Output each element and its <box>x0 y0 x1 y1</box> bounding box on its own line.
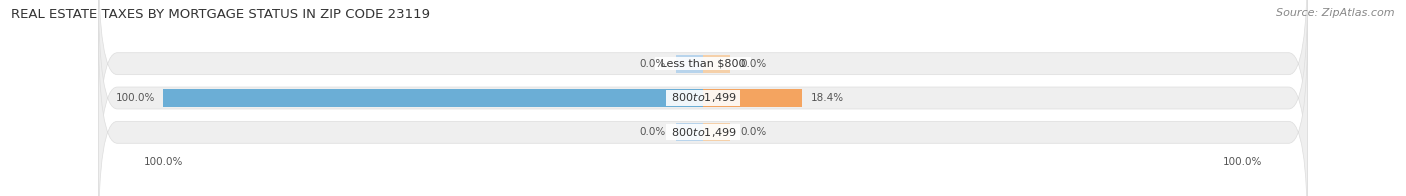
Text: 0.0%: 0.0% <box>638 59 665 69</box>
Text: 18.4%: 18.4% <box>810 93 844 103</box>
FancyBboxPatch shape <box>98 0 1308 196</box>
Text: 0.0%: 0.0% <box>741 127 768 137</box>
Text: Less than $800: Less than $800 <box>657 59 749 69</box>
Bar <box>703 123 730 141</box>
FancyBboxPatch shape <box>98 0 1308 173</box>
Text: $800 to $1,499: $800 to $1,499 <box>668 92 738 104</box>
Bar <box>703 89 803 107</box>
FancyBboxPatch shape <box>98 23 1308 196</box>
Text: 0.0%: 0.0% <box>741 59 768 69</box>
Text: Source: ZipAtlas.com: Source: ZipAtlas.com <box>1277 8 1395 18</box>
Text: 100.0%: 100.0% <box>115 93 155 103</box>
Text: 0.0%: 0.0% <box>638 127 665 137</box>
Text: REAL ESTATE TAXES BY MORTGAGE STATUS IN ZIP CODE 23119: REAL ESTATE TAXES BY MORTGAGE STATUS IN … <box>11 8 430 21</box>
Bar <box>163 89 703 107</box>
Text: $800 to $1,499: $800 to $1,499 <box>668 126 738 139</box>
Bar <box>676 55 703 73</box>
Bar <box>703 55 730 73</box>
Bar <box>676 123 703 141</box>
